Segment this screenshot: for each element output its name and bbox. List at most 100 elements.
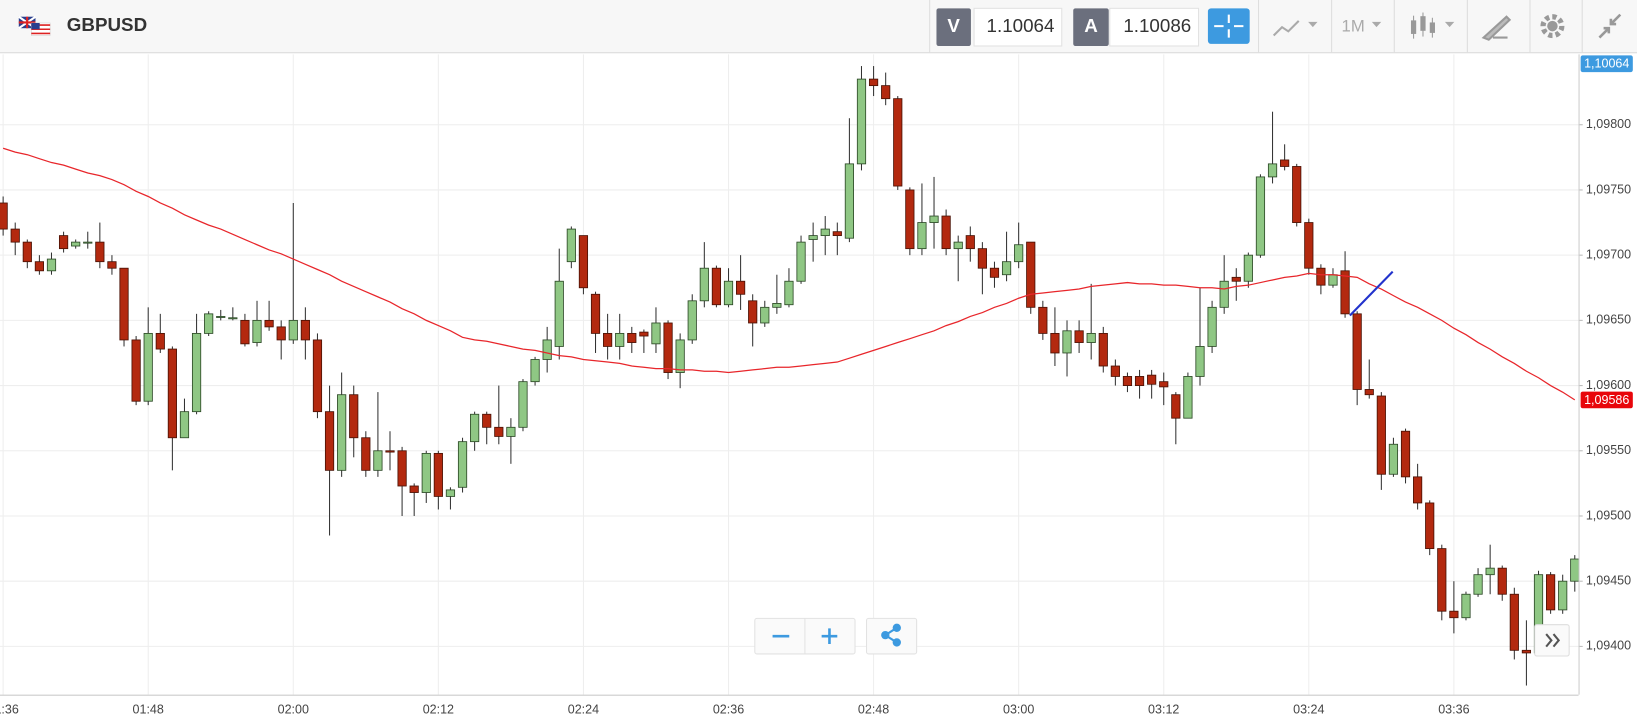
candle: [1026, 241, 1036, 314]
candle: [191, 313, 202, 415]
x-tick-label: 03:36: [1438, 703, 1469, 717]
candle-body: [349, 394, 359, 439]
sell-price: 1.10064: [987, 15, 1055, 36]
plot-area: [0, 54, 1583, 695]
candle: [1388, 437, 1399, 477]
share-icon[interactable]: [881, 623, 901, 647]
minimize-icon[interactable]: [1598, 13, 1622, 39]
last-price-tag: [1580, 55, 1633, 73]
candle: [337, 372, 347, 477]
candle: [1062, 320, 1072, 377]
candle: [554, 248, 564, 360]
candle-body: [1340, 270, 1350, 315]
candle-body: [965, 235, 975, 250]
candle: [216, 309, 226, 321]
timeframe[interactable]: 1M: [1342, 17, 1365, 36]
candle-body: [1050, 332, 1060, 354]
candle: [1159, 372, 1169, 406]
candle: [1001, 231, 1012, 282]
candle-body: [1485, 567, 1495, 576]
candle-body: [71, 241, 81, 247]
candle-body: [977, 248, 987, 269]
y-tick-label: 1,09750: [1586, 182, 1631, 196]
candle-body: [723, 280, 734, 306]
candle-body: [22, 241, 32, 263]
candle: [1195, 287, 1205, 386]
candle-body: [953, 241, 963, 250]
candle-body: [506, 426, 516, 437]
candle-body: [1413, 476, 1423, 504]
ma-price-label: 1,09586: [1584, 393, 1629, 407]
zoom-in[interactable]: [821, 628, 838, 644]
candle-body: [1304, 222, 1314, 269]
candle: [1473, 568, 1483, 597]
candle-body: [421, 452, 431, 493]
candle: [542, 326, 552, 373]
candle-body: [143, 332, 153, 402]
candle-body: [1014, 244, 1024, 263]
candle-body: [1038, 306, 1048, 334]
candle: [300, 307, 310, 360]
candle: [929, 176, 939, 249]
share-box[interactable]: [866, 617, 918, 655]
candle: [433, 450, 443, 510]
buy-label: A: [1084, 15, 1098, 36]
buy-button[interactable]: [1073, 8, 1109, 46]
candle-body: [1376, 395, 1386, 475]
candle: [482, 411, 492, 445]
candle: [1352, 311, 1362, 406]
candle-body: [772, 302, 782, 308]
candle-body: [240, 319, 250, 345]
candle: [445, 487, 456, 510]
candle: [1098, 326, 1108, 373]
candle: [1183, 372, 1193, 419]
candle-body: [554, 280, 564, 347]
candle-body: [808, 235, 818, 240]
candle-body: [856, 78, 867, 165]
candle-body: [324, 411, 335, 471]
candle: [155, 313, 165, 353]
candle: [1437, 544, 1447, 621]
candle: [1316, 264, 1326, 295]
draw-icon[interactable]: [1481, 15, 1512, 41]
crosshair-button[interactable]: [1207, 8, 1250, 44]
candle-body: [482, 413, 492, 428]
settings-icon[interactable]: [1540, 14, 1565, 39]
candle: [240, 313, 250, 347]
candle-body: [264, 319, 274, 328]
candle-body: [1437, 548, 1447, 612]
candle: [1485, 544, 1495, 595]
candle-body: [204, 313, 214, 334]
candle: [1449, 581, 1459, 634]
candle: [603, 313, 613, 360]
candle-body: [445, 489, 456, 497]
x-tick-label: 02:12: [423, 703, 454, 717]
candle-body: [228, 317, 238, 320]
candle: [989, 261, 1000, 288]
moving-average: [2, 147, 1576, 401]
candle-body: [1509, 593, 1519, 651]
candle-body: [518, 381, 528, 428]
candle-body: [699, 267, 709, 302]
sell-button[interactable]: [936, 8, 971, 46]
candle: [1134, 369, 1145, 399]
symbol[interactable]: GBPUSD: [67, 14, 147, 35]
candle: [1376, 392, 1386, 490]
candle-body: [179, 411, 190, 439]
y-tick-label: 1,09700: [1586, 247, 1631, 261]
candle-body: [1171, 394, 1181, 419]
candle-type-icon[interactable]: [1410, 12, 1435, 39]
trend-line: [1349, 270, 1394, 317]
candle-body: [1026, 241, 1036, 308]
indicator-icon[interactable]: [1272, 20, 1300, 37]
buy-price: 1.10086: [1123, 15, 1191, 36]
last-price-label: 1,10064: [1584, 57, 1629, 71]
candle: [457, 437, 468, 493]
candle-body: [1570, 558, 1580, 582]
candle: [1509, 587, 1519, 660]
candle: [1425, 500, 1435, 556]
candle: [1328, 268, 1338, 288]
candle: [10, 222, 20, 256]
candle-body: [1207, 306, 1217, 347]
candle: [1255, 174, 1266, 258]
